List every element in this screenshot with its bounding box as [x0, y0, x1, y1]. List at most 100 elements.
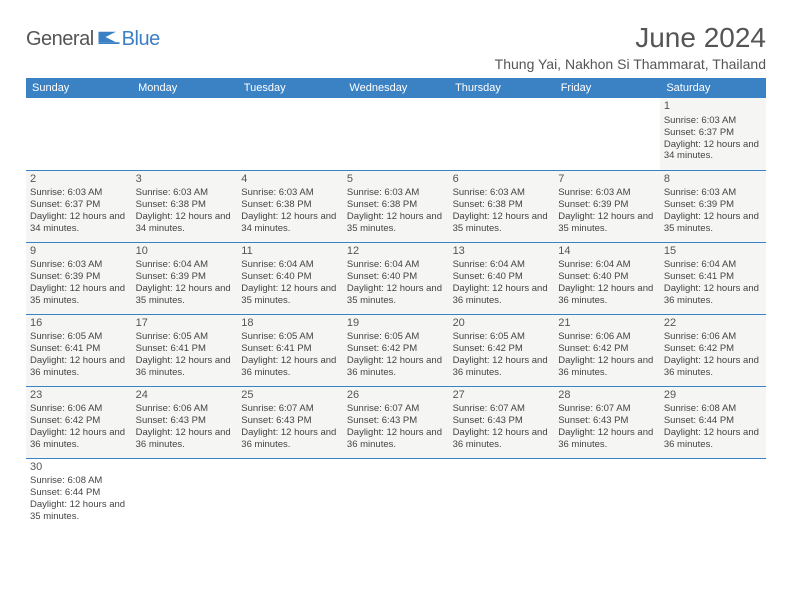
sunrise-text: Sunrise: 6:08 AM [30, 475, 128, 487]
day-cell: 22Sunrise: 6:06 AMSunset: 6:42 PMDayligh… [660, 314, 766, 386]
day-cell: 16Sunrise: 6:05 AMSunset: 6:41 PMDayligh… [26, 314, 132, 386]
sunset-text: Sunset: 6:39 PM [136, 271, 234, 283]
sunset-text: Sunset: 6:42 PM [664, 343, 762, 355]
day-cell: 10Sunrise: 6:04 AMSunset: 6:39 PMDayligh… [132, 242, 238, 314]
day-cell: 9Sunrise: 6:03 AMSunset: 6:39 PMDaylight… [26, 242, 132, 314]
sunrise-text: Sunrise: 6:07 AM [347, 403, 445, 415]
daylight-text: Daylight: 12 hours and 35 minutes. [30, 283, 128, 307]
day-number: 11 [241, 245, 339, 259]
day-number: 17 [136, 317, 234, 331]
daylight-text: Daylight: 12 hours and 36 minutes. [453, 355, 551, 379]
sunset-text: Sunset: 6:38 PM [136, 199, 234, 211]
daylight-text: Daylight: 12 hours and 35 minutes. [241, 283, 339, 307]
empty-cell [554, 458, 660, 530]
logo-text-2: Blue [122, 28, 160, 51]
sunset-text: Sunset: 6:42 PM [347, 343, 445, 355]
calendar-body: 1Sunrise: 6:03 AMSunset: 6:37 PMDaylight… [26, 98, 766, 530]
daylight-text: Daylight: 12 hours and 34 minutes. [136, 211, 234, 235]
day-number: 8 [664, 173, 762, 187]
calendar-row: 9Sunrise: 6:03 AMSunset: 6:39 PMDaylight… [26, 242, 766, 314]
day-number: 16 [30, 317, 128, 331]
sunrise-text: Sunrise: 6:03 AM [558, 187, 656, 199]
day-cell: 7Sunrise: 6:03 AMSunset: 6:39 PMDaylight… [554, 170, 660, 242]
sunset-text: Sunset: 6:38 PM [453, 199, 551, 211]
daylight-text: Daylight: 12 hours and 36 minutes. [453, 427, 551, 451]
day-cell: 3Sunrise: 6:03 AMSunset: 6:38 PMDaylight… [132, 170, 238, 242]
empty-cell [237, 458, 343, 530]
day-cell: 2Sunrise: 6:03 AMSunset: 6:37 PMDaylight… [26, 170, 132, 242]
daylight-text: Daylight: 12 hours and 36 minutes. [558, 427, 656, 451]
daylight-text: Daylight: 12 hours and 34 minutes. [664, 139, 762, 163]
sunrise-text: Sunrise: 6:06 AM [136, 403, 234, 415]
day-cell: 30Sunrise: 6:08 AMSunset: 6:44 PMDayligh… [26, 458, 132, 530]
daylight-text: Daylight: 12 hours and 36 minutes. [347, 427, 445, 451]
day-number: 18 [241, 317, 339, 331]
daylight-text: Daylight: 12 hours and 36 minutes. [241, 427, 339, 451]
day-number: 15 [664, 245, 762, 259]
calendar-row: 2 Sunrise: 6:03 AM Sunset: 6:37 PM Daylight… [26, 170, 766, 242]
calendar-head: SundayMondayTuesdayWednesdayThursdayFrid… [26, 78, 766, 98]
sunset-text: Sunset: 6:43 PM [241, 415, 339, 427]
daylight-text: Daylight: 12 hours and 35 minutes. [30, 499, 128, 523]
daylight-text: Daylight: 12 hours and 35 minutes. [347, 211, 445, 235]
daylight-text: Daylight: 12 hours and 36 minutes. [664, 427, 762, 451]
day-number: 6 [453, 173, 551, 187]
daylight-text: Daylight: 12 hours and 36 minutes. [664, 283, 762, 307]
day-cell: 4Sunrise: 6:03 AMSunset: 6:38 PMDaylight… [237, 170, 343, 242]
calendar-row: 16Sunrise: 6:05 AMSunset: 6:41 PMDayligh… [26, 314, 766, 386]
sunset-text: Sunset: 6:39 PM [664, 199, 762, 211]
sunset-text: Sunset: 6:43 PM [453, 415, 551, 427]
empty-cell [26, 98, 132, 170]
daylight-text: Daylight: 12 hours and 36 minutes. [664, 355, 762, 379]
sunset-text: Sunset: 6:40 PM [241, 271, 339, 283]
daylight-text: Daylight: 12 hours and 35 minutes. [136, 283, 234, 307]
empty-cell [449, 98, 555, 170]
sunset-text: Sunset: 6:40 PM [558, 271, 656, 283]
title-block: June 2024 Thung Yai, Nakhon Si Thammarat… [495, 22, 766, 72]
sunset-text: Sunset: 6:40 PM [453, 271, 551, 283]
day-number: 2 [30, 173, 128, 187]
sunset-text: Sunset: 6:41 PM [136, 343, 234, 355]
sunset-text: Sunset: 6:44 PM [664, 415, 762, 427]
day-cell: 28Sunrise: 6:07 AMSunset: 6:43 PMDayligh… [554, 386, 660, 458]
daylight-text: Daylight: 12 hours and 36 minutes. [347, 355, 445, 379]
empty-cell [132, 458, 238, 530]
sunrise-text: Sunrise: 6:05 AM [241, 331, 339, 343]
sunset-text: Sunset: 6:37 PM [664, 127, 762, 139]
day-number: 13 [453, 245, 551, 259]
day-number: 1 [664, 100, 762, 114]
day-cell: 25Sunrise: 6:07 AMSunset: 6:43 PMDayligh… [237, 386, 343, 458]
flag-icon [98, 30, 120, 44]
daylight-text: Daylight: 12 hours and 35 minutes. [347, 283, 445, 307]
weekday-header: Tuesday [237, 78, 343, 98]
day-number: 28 [558, 389, 656, 403]
sunrise-text: Sunrise: 6:05 AM [30, 331, 128, 343]
sunset-text: Sunset: 6:39 PM [558, 199, 656, 211]
sunrise-text: Sunrise: 6:03 AM [30, 259, 128, 271]
calendar-table: SundayMondayTuesdayWednesdayThursdayFrid… [26, 78, 766, 530]
sunrise-text: Sunrise: 6:04 AM [664, 259, 762, 271]
sunrise-text: Sunrise: 6:03 AM [453, 187, 551, 199]
sunrise-text: Sunrise: 6:04 AM [347, 259, 445, 271]
sunrise-text: Sunrise: 6:04 AM [136, 259, 234, 271]
day-number: 12 [347, 245, 445, 259]
day-cell: 17Sunrise: 6:05 AMSunset: 6:41 PMDayligh… [132, 314, 238, 386]
day-cell: 11Sunrise: 6:04 AMSunset: 6:40 PMDayligh… [237, 242, 343, 314]
day-cell: 1Sunrise: 6:03 AMSunset: 6:37 PMDaylight… [660, 98, 766, 170]
empty-cell [132, 98, 238, 170]
day-cell: 6Sunrise: 6:03 AMSunset: 6:38 PMDaylight… [449, 170, 555, 242]
sunset-text: Sunset: 6:42 PM [30, 415, 128, 427]
sunrise-text: Sunrise: 6:05 AM [136, 331, 234, 343]
daylight-text: Daylight: 12 hours and 36 minutes. [136, 355, 234, 379]
sunset-text: Sunset: 6:40 PM [347, 271, 445, 283]
sunrise-text: Sunrise: 6:03 AM [664, 115, 762, 127]
month-title: June 2024 [495, 22, 766, 54]
sunset-text: Sunset: 6:37 PM [30, 199, 128, 211]
sunset-text: Sunset: 6:42 PM [558, 343, 656, 355]
logo: General Blue [26, 28, 160, 51]
day-cell: 23Sunrise: 6:06 AMSunset: 6:42 PMDayligh… [26, 386, 132, 458]
empty-cell [449, 458, 555, 530]
sunrise-text: Sunrise: 6:05 AM [347, 331, 445, 343]
day-cell: 14Sunrise: 6:04 AMSunset: 6:40 PMDayligh… [554, 242, 660, 314]
day-number: 26 [347, 389, 445, 403]
